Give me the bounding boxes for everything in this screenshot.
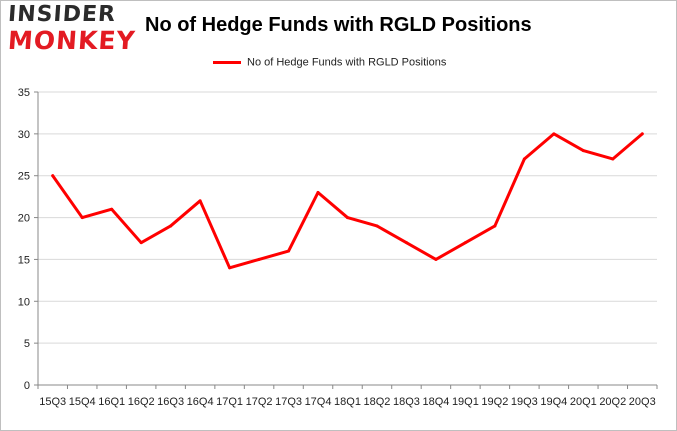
x-tick-label-19Q3: 19Q3 (511, 396, 538, 408)
x-tick-label-19Q1: 19Q1 (452, 396, 479, 408)
series-line-0 (51, 132, 644, 270)
data-point-16Q2 (139, 241, 143, 245)
y-tick-label-5: 5 (24, 338, 30, 350)
y-tick-label-30: 30 (18, 129, 30, 141)
x-tick-label-20Q1: 20Q1 (570, 396, 597, 408)
x-tick-label-20Q2: 20Q2 (599, 396, 626, 408)
x-tick-label-18Q1: 18Q1 (334, 396, 361, 408)
x-tick-label-18Q4: 18Q4 (422, 396, 449, 408)
x-tick-label-16Q4: 16Q4 (187, 396, 214, 408)
data-point-16Q3 (169, 224, 173, 228)
data-point-20Q3 (640, 132, 644, 136)
x-tick-label-19Q2: 19Q2 (481, 396, 508, 408)
y-tick-label-35: 35 (18, 87, 30, 99)
data-point-20Q1 (581, 149, 585, 153)
data-point-19Q1 (463, 241, 467, 245)
x-tick-label-17Q3: 17Q3 (275, 396, 302, 408)
data-point-18Q2 (375, 224, 379, 228)
data-point-18Q1 (346, 216, 349, 220)
legend-swatch (213, 60, 241, 64)
x-tick-label-18Q3: 18Q3 (393, 396, 420, 408)
x-tick-label-17Q2: 17Q2 (246, 396, 273, 408)
data-point-19Q4 (552, 132, 556, 136)
data-point-18Q3 (404, 241, 408, 245)
x-tick-label-20Q3: 20Q3 (629, 396, 656, 408)
legend-label: No of Hedge Funds with RGLD Positions (247, 56, 447, 69)
data-point-15Q4 (80, 216, 84, 220)
data-point-19Q3 (522, 157, 526, 161)
x-tick-label-15Q3: 15Q3 (39, 396, 66, 408)
data-point-17Q2 (257, 257, 261, 261)
chart-title: No of Hedge Funds with RGLD Positions (145, 14, 532, 36)
series-group (51, 132, 644, 270)
x-tick-label-16Q1: 16Q1 (98, 396, 125, 408)
x-tick-label-16Q2: 16Q2 (128, 396, 155, 408)
axes (34, 91, 658, 389)
y-tick-labels: 0 5 10 15 20 25 30 35 (18, 87, 30, 392)
x-tick-label-17Q4: 17Q4 (305, 396, 332, 408)
x-tick-label-17Q1: 17Q1 (216, 396, 243, 408)
x-tick-label-16Q3: 16Q3 (157, 396, 184, 408)
data-point-17Q4 (316, 190, 320, 194)
x-tick-labels: 15Q3 15Q4 16Q1 16Q2 16Q3 16Q4 17Q1 17Q2 17Q3 17Q4… (39, 396, 655, 408)
chart-legend: No of Hedge Funds with RGLD Positions (213, 53, 446, 71)
data-point-15Q3 (51, 174, 55, 178)
y-tick-label-0: 0 (24, 380, 30, 392)
y-tick-label-10: 10 (18, 296, 30, 308)
data-point-19Q2 (493, 224, 497, 228)
data-point-18Q4 (434, 257, 438, 261)
data-point-17Q1 (228, 266, 232, 270)
y-tick-label-20: 20 (18, 213, 30, 225)
y-tick-label-15: 15 (18, 254, 30, 266)
x-tick-label-15Q4: 15Q4 (69, 396, 96, 408)
data-point-16Q4 (198, 199, 202, 203)
data-point-17Q3 (287, 249, 291, 253)
y-tick-label-25: 25 (18, 171, 30, 183)
x-tick-label-19Q4: 19Q4 (540, 396, 567, 408)
data-point-16Q1 (110, 207, 114, 211)
x-tick-label-18Q2: 18Q2 (364, 396, 391, 408)
data-point-20Q2 (611, 157, 615, 161)
